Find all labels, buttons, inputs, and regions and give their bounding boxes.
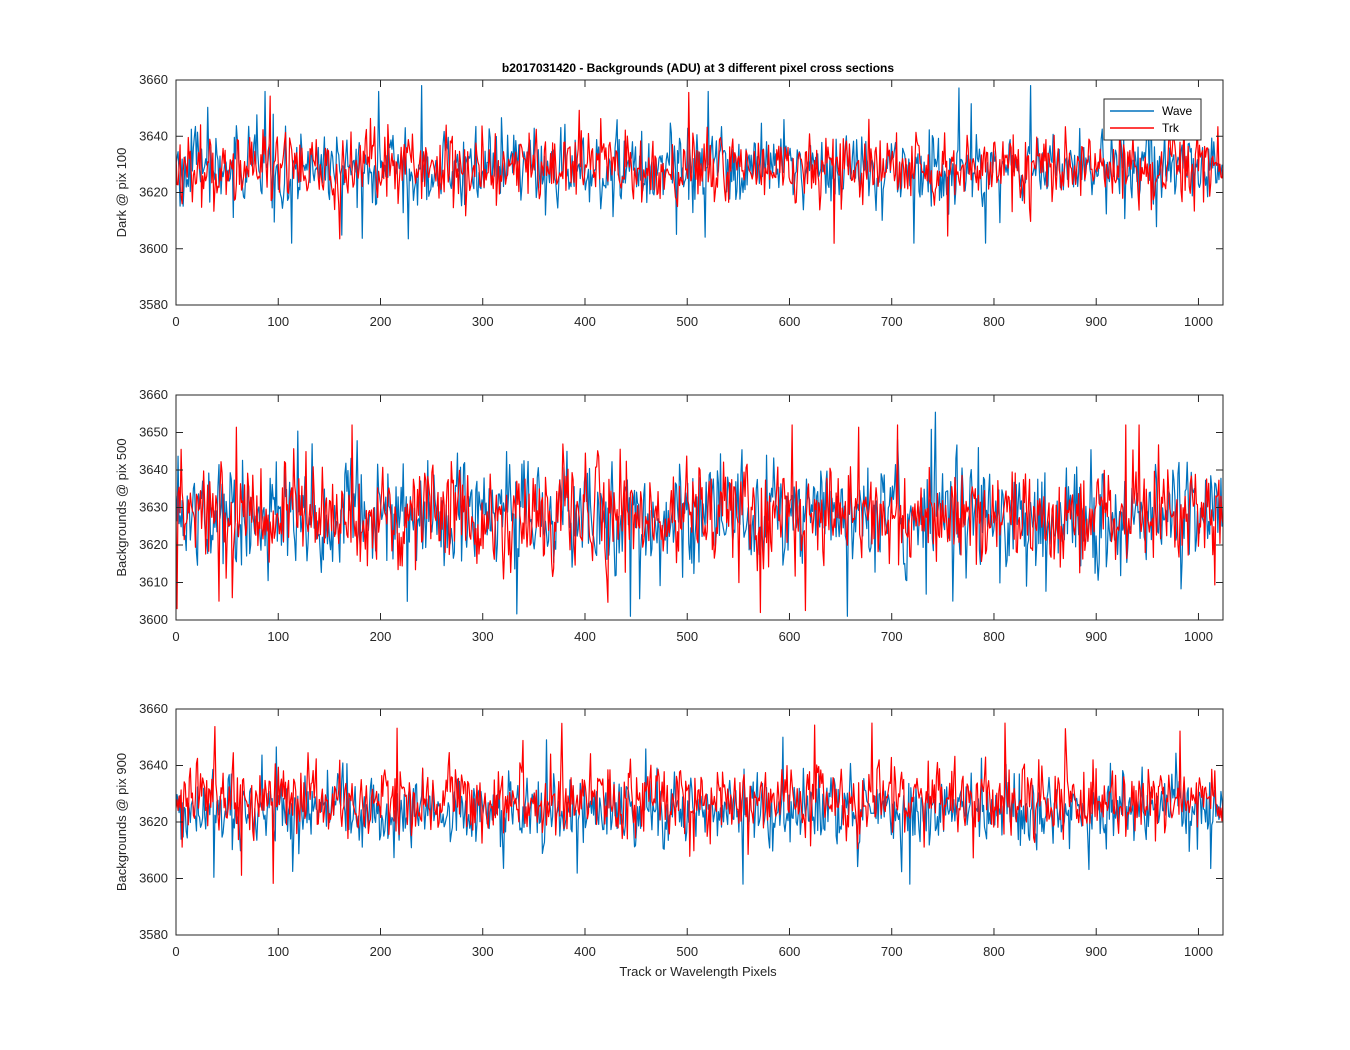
y-tick-label: 3580: [139, 927, 168, 942]
plot-area: [176, 80, 1223, 305]
x-tick-label: 800: [983, 944, 1005, 959]
x-tick-label: 700: [881, 944, 903, 959]
legend-label-wave: Wave: [1162, 104, 1193, 118]
y-tick-label: 3660: [139, 72, 168, 87]
x-tick-label: 1000: [1184, 944, 1213, 959]
subplot-2: 0 100 200 300 400 500 600 700 800 900 1000 3600 3610…: [114, 387, 1224, 644]
y-tick-label: 3620: [139, 185, 168, 200]
legend: Wave Trk: [1103, 98, 1202, 141]
y-tick-label: 3640: [139, 128, 168, 143]
figure-title: b2017031420 - Backgrounds (ADU) at 3 dif…: [502, 61, 894, 75]
x-tick-label: 600: [779, 944, 801, 959]
x-tick-label: 300: [472, 314, 494, 329]
series-group: [176, 411, 1223, 617]
x-axis-label: Track or Wavelength Pixels: [619, 964, 777, 979]
x-tick-label: 300: [472, 944, 494, 959]
series-line-trk: [176, 722, 1223, 884]
y-tick-label: 3640: [139, 462, 168, 477]
y-tick-label: 3660: [139, 387, 168, 402]
y-tick-label: 3640: [139, 758, 168, 773]
subplot-3: 0 100 200 300 400 500 600 700 800 900 1000 3580 3600…: [114, 701, 1224, 959]
y-axis-label: Backgrounds @ pix 900: [114, 753, 129, 891]
x-tick-label: 500: [676, 944, 698, 959]
y-axis-label: Backgrounds @ pix 500: [114, 438, 129, 576]
series-line-wave: [176, 411, 1223, 617]
y-tick-label: 3600: [139, 612, 168, 627]
y-tick-label: 3630: [139, 500, 168, 515]
x-tick-label: 0: [172, 314, 179, 329]
subplot-1: 0 100 200 300 400 500 600 700 800 900 1000 3580 3600…: [114, 72, 1224, 329]
series-group: [176, 85, 1223, 244]
y-axis-label: Dark @ pix 100: [114, 148, 129, 238]
x-tick-label: 1000: [1184, 629, 1213, 644]
x-tick-label: 500: [676, 314, 698, 329]
x-tick-label: 200: [370, 629, 392, 644]
y-tick-label: 3600: [139, 241, 168, 256]
x-tick-label: 600: [779, 629, 801, 644]
x-tick-label: 100: [267, 944, 289, 959]
y-tick-label: 3620: [139, 537, 168, 552]
y-tick-label: 3660: [139, 701, 168, 716]
x-tick-label: 500: [676, 629, 698, 644]
x-tick-label: 1000: [1184, 314, 1213, 329]
x-tick-label: 100: [267, 314, 289, 329]
x-tick-label: 800: [983, 314, 1005, 329]
y-tick-label: 3580: [139, 297, 168, 312]
x-tick-label: 900: [1085, 944, 1107, 959]
x-tick-label: 800: [983, 629, 1005, 644]
y-tick-label: 3600: [139, 871, 168, 886]
x-tick-label: 900: [1085, 314, 1107, 329]
series-group: [176, 722, 1223, 885]
x-tick-label: 200: [370, 314, 392, 329]
subplots-group: 0 100 200 300 400 500 600 700 800 900 100035803600…: [114, 72, 1224, 959]
x-tick-label: 900: [1085, 629, 1107, 644]
x-tick-label: 0: [172, 629, 179, 644]
y-tick-label: 3620: [139, 814, 168, 829]
y-tick-label: 3610: [139, 575, 168, 590]
legend-label-trk: Trk: [1162, 121, 1180, 135]
x-tick-label: 700: [881, 314, 903, 329]
x-tick-label: 300: [472, 629, 494, 644]
x-tick-label: 400: [574, 314, 596, 329]
series-line-trk: [176, 91, 1223, 244]
series-line-wave: [176, 736, 1223, 885]
x-tick-label: 0: [172, 944, 179, 959]
x-tick-label: 100: [267, 629, 289, 644]
y-tick-label: 3650: [139, 425, 168, 440]
legend-box: [1103, 98, 1202, 141]
x-tick-label: 400: [574, 944, 596, 959]
x-tick-label: 600: [779, 314, 801, 329]
x-tick-label: 700: [881, 629, 903, 644]
x-tick-label: 200: [370, 944, 392, 959]
series-line-trk: [176, 424, 1223, 614]
x-tick-label: 400: [574, 629, 596, 644]
